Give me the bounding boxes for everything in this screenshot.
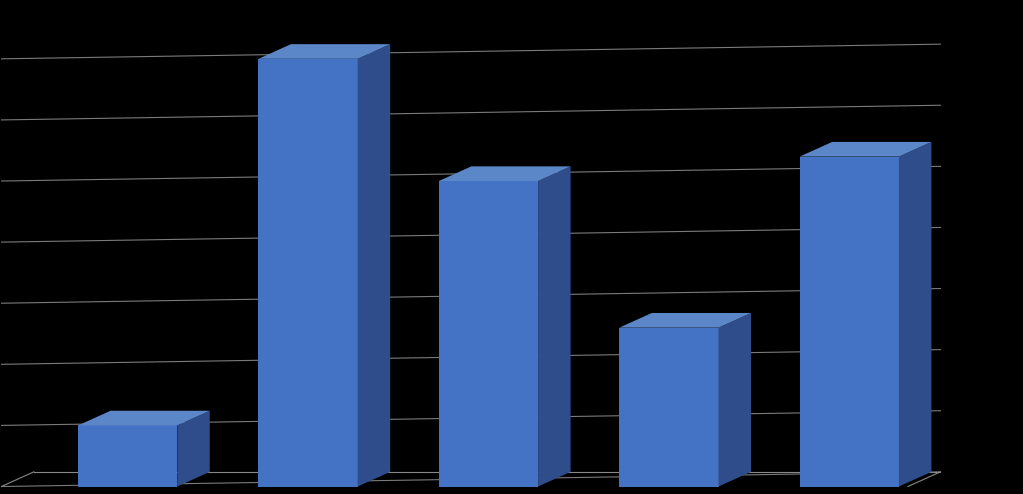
Polygon shape: [259, 59, 358, 487]
Polygon shape: [78, 425, 177, 487]
Polygon shape: [439, 166, 571, 181]
Polygon shape: [800, 157, 899, 487]
Polygon shape: [718, 313, 751, 487]
Polygon shape: [358, 44, 390, 487]
Polygon shape: [439, 181, 538, 487]
Polygon shape: [78, 411, 210, 425]
Polygon shape: [619, 313, 751, 328]
Polygon shape: [800, 142, 931, 157]
Polygon shape: [259, 44, 390, 59]
Polygon shape: [619, 328, 718, 487]
Polygon shape: [538, 166, 571, 487]
Polygon shape: [177, 411, 210, 487]
Polygon shape: [899, 142, 931, 487]
